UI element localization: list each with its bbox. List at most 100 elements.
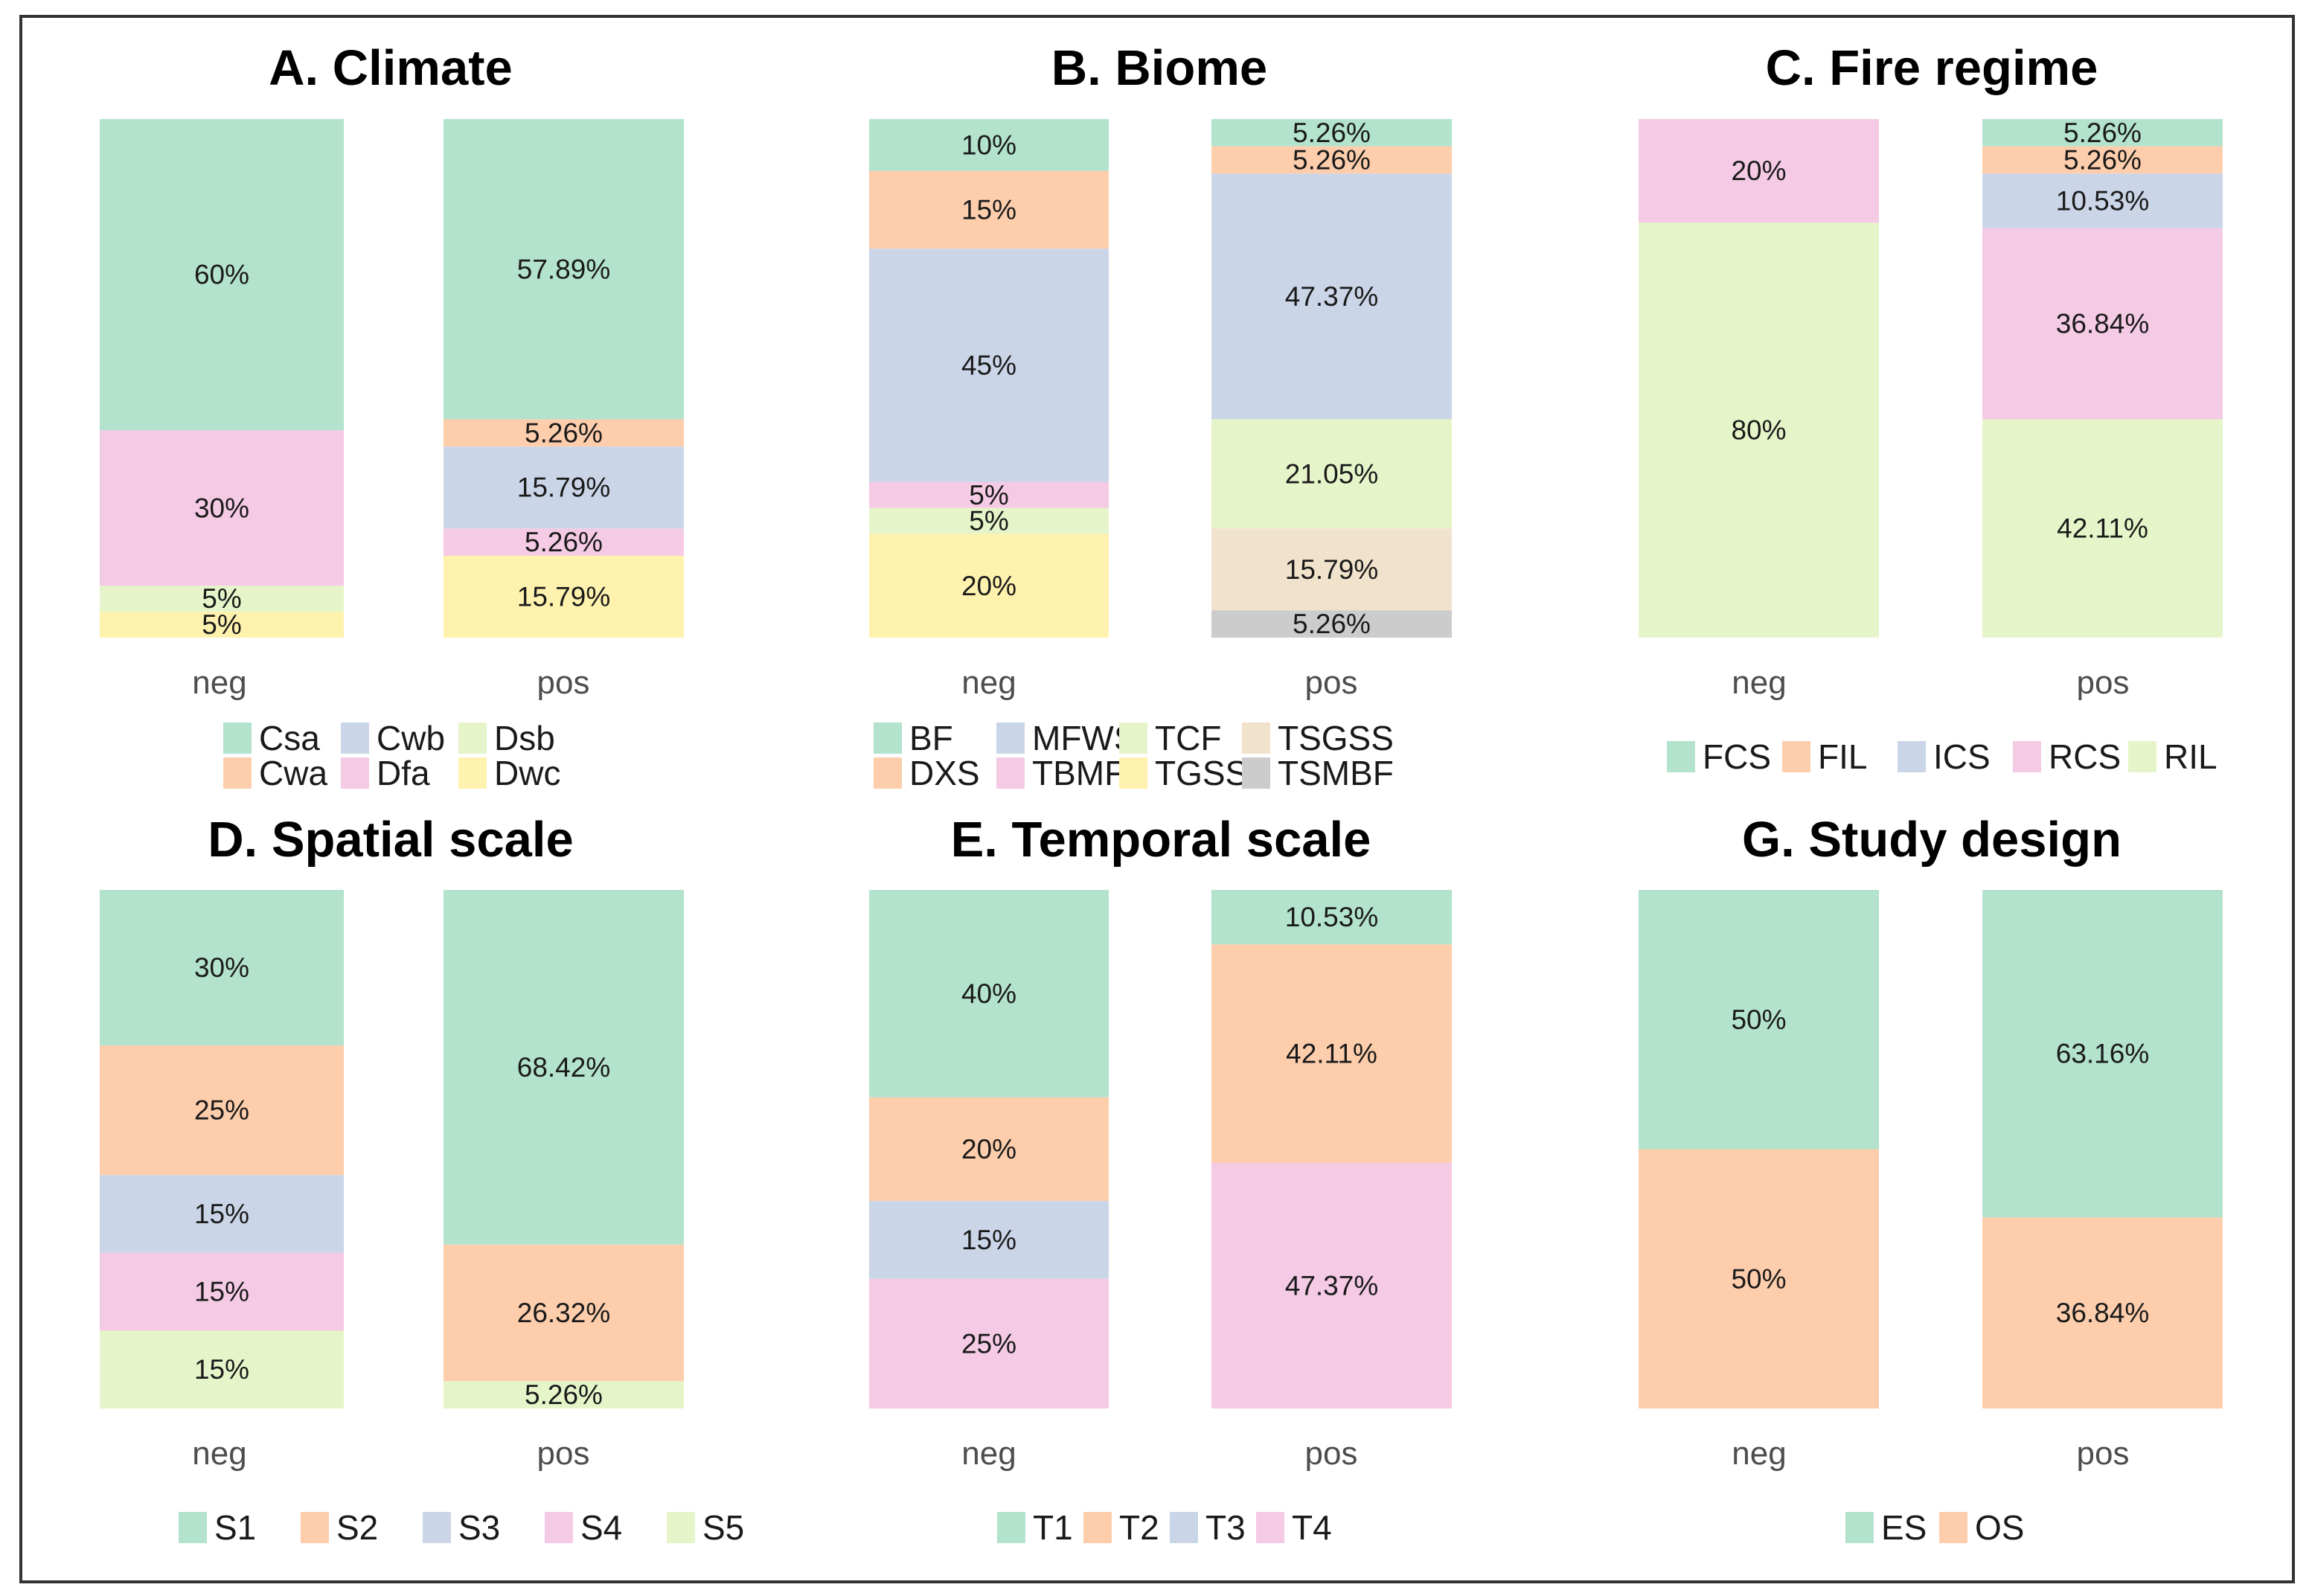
data-label-fcs-pos: 5.26% bbox=[2063, 118, 2142, 148]
legend-label-fil: FIL bbox=[1818, 737, 1867, 776]
bar-segment-s3-neg bbox=[100, 1175, 344, 1253]
legend-key-t2 bbox=[1083, 1512, 1112, 1543]
data-label-es-neg: 50% bbox=[1731, 1004, 1786, 1035]
bar-segment-ics-pos bbox=[1982, 173, 2223, 228]
panel-title: C. Fire regime bbox=[1766, 40, 2098, 96]
bar-segment-os-pos bbox=[1982, 1217, 2223, 1408]
data-label-t2-pos: 42.11% bbox=[1286, 1039, 1377, 1069]
bar-segment-csa-pos bbox=[443, 119, 684, 420]
bar-segment-s5-pos bbox=[443, 1381, 684, 1408]
data-label-os-pos: 36.84% bbox=[2056, 1298, 2150, 1328]
bar-segment-dwc-pos bbox=[443, 555, 684, 638]
legend-key-mfws bbox=[996, 722, 1025, 754]
legend-label-t2: T2 bbox=[1119, 1508, 1159, 1547]
bar-segment-dxs-neg bbox=[869, 170, 1109, 249]
panel-e-temporal-scale: E. Temporal scale 40% 20% 15% 25% 10.53% 42.1… bbox=[869, 812, 1452, 1547]
bar-segment-s5-neg bbox=[100, 1330, 344, 1408]
bar-segment-mfws-neg bbox=[869, 249, 1109, 482]
bar-segment-dwc-neg bbox=[100, 612, 344, 638]
data-label-s4-neg: 15% bbox=[194, 1277, 249, 1307]
legend-key-s2 bbox=[301, 1512, 329, 1543]
legend: FCS FIL ICS RCS RIL bbox=[1667, 737, 2217, 776]
bar-segment-os-neg bbox=[1639, 1149, 1879, 1408]
data-label-cwa-pos: 5.26% bbox=[525, 417, 603, 448]
legend-label-dsb: Dsb bbox=[494, 719, 555, 757]
data-label-fil-pos: 5.26% bbox=[2063, 145, 2142, 176]
legend-key-fil bbox=[1782, 741, 1810, 772]
data-label-tsmbf-pos: 5.26% bbox=[1293, 609, 1371, 639]
panel-title: D. Spatial scale bbox=[208, 812, 574, 868]
legend-key-fcs bbox=[1667, 741, 1695, 772]
bar-segment-s4-neg bbox=[100, 1252, 344, 1331]
legend-label-tsgss: TSGSS bbox=[1278, 719, 1394, 757]
legend-label-cwb: Cwb bbox=[377, 719, 445, 757]
data-label-tbmf-neg: 5% bbox=[969, 480, 1008, 510]
bar-segment-t1-pos bbox=[1211, 890, 1452, 945]
bar-segment-tbmf-neg bbox=[869, 481, 1109, 508]
x-tick-neg: neg bbox=[192, 1435, 246, 1472]
x-tick-pos: pos bbox=[2077, 1435, 2130, 1472]
data-label-s5-neg: 15% bbox=[194, 1354, 249, 1385]
data-label-dsb-neg: 5% bbox=[202, 583, 241, 614]
data-label-dwc-pos: 15.79% bbox=[517, 582, 611, 612]
legend-label-csa: Csa bbox=[259, 719, 320, 757]
x-tick-pos: pos bbox=[1305, 664, 1358, 701]
bar-segment-mfws-pos bbox=[1211, 173, 1452, 420]
x-tick-pos: pos bbox=[537, 664, 590, 701]
legend-key-rcs bbox=[2013, 741, 2041, 772]
data-label-tcf-pos: 21.05% bbox=[1285, 458, 1379, 489]
data-label-bf-pos: 5.26% bbox=[1293, 118, 1371, 148]
bar-segment-s2-neg bbox=[100, 1045, 344, 1176]
legend-key-os bbox=[1939, 1512, 1967, 1543]
legend-label-cwa: Cwa bbox=[259, 754, 327, 792]
bar-segment-s1-neg bbox=[100, 890, 344, 1046]
data-label-t3-neg: 15% bbox=[961, 1225, 1016, 1255]
bars-group: 10%15%45%5%5%20%5.26%5.26%47.37%21.05%15… bbox=[869, 118, 1452, 639]
legend-key-cwa bbox=[223, 757, 252, 789]
data-label-s2-neg: 25% bbox=[194, 1095, 249, 1126]
legend-label-tgss: TGSS bbox=[1155, 754, 1248, 792]
legend-label-ril: RIL bbox=[2164, 737, 2217, 776]
data-label-ril-neg: 80% bbox=[1731, 415, 1786, 446]
legend-key-ics bbox=[1898, 741, 1926, 772]
data-label-os-neg: 50% bbox=[1731, 1263, 1786, 1294]
data-label-csa-neg: 60% bbox=[194, 260, 249, 290]
bar-segment-rcs-neg bbox=[1639, 119, 1879, 223]
data-label-bf-neg: 10% bbox=[961, 129, 1016, 160]
legend-label-t4: T4 bbox=[1292, 1508, 1332, 1547]
legend: S1 S2 S3 S4 S5 bbox=[179, 1508, 744, 1547]
legend-key-tsmbf bbox=[1242, 757, 1270, 789]
legend-key-t4 bbox=[1256, 1512, 1284, 1543]
legend: T1 T2 T3 T4 bbox=[997, 1508, 1332, 1547]
x-tick-pos: pos bbox=[2077, 664, 2130, 701]
bar-segment-fcs-pos bbox=[1982, 119, 2223, 147]
legend-label-t3: T3 bbox=[1205, 1508, 1246, 1547]
x-tick-neg: neg bbox=[961, 1435, 1016, 1472]
bar-segment-s1-pos bbox=[443, 890, 684, 1245]
legend: Csa Cwb Dsb Cwa Dfa Dwc bbox=[223, 719, 560, 792]
bar-segment-t2-pos bbox=[1211, 944, 1452, 1163]
legend-key-es bbox=[1845, 1512, 1874, 1543]
bar-segment-es-neg bbox=[1639, 890, 1879, 1150]
legend-label-es: ES bbox=[1881, 1508, 1927, 1547]
data-label-s3-neg: 15% bbox=[194, 1199, 249, 1229]
data-label-t4-pos: 47.37% bbox=[1285, 1270, 1379, 1301]
legend-label-s2: S2 bbox=[336, 1508, 378, 1547]
legend-label-os: OS bbox=[1975, 1508, 2024, 1547]
data-label-ril-pos: 42.11% bbox=[2057, 513, 2148, 544]
bar-segment-dfa-neg bbox=[100, 430, 344, 586]
legend-label-tcf: TCF bbox=[1155, 719, 1221, 757]
legend: ES OS bbox=[1845, 1508, 2024, 1547]
legend-key-tcf bbox=[1119, 722, 1147, 754]
data-label-dxs-pos: 5.26% bbox=[1293, 145, 1371, 176]
bars-group: 30% 25% 15% 15% 15% 68.42% 26.32% 5.26% bbox=[100, 890, 684, 1410]
bar-segment-rcs-pos bbox=[1982, 228, 2223, 420]
data-label-t1-pos: 10.53% bbox=[1285, 902, 1379, 932]
x-tick-pos: pos bbox=[537, 1435, 590, 1472]
legend-key-tbmf bbox=[996, 757, 1025, 789]
x-tick-neg: neg bbox=[961, 664, 1016, 701]
bars-group: 50% 50% 63.16% 36.84% bbox=[1639, 890, 2223, 1408]
legend-label-s4: S4 bbox=[580, 1508, 622, 1547]
bar-segment-dsb-neg bbox=[100, 586, 344, 612]
